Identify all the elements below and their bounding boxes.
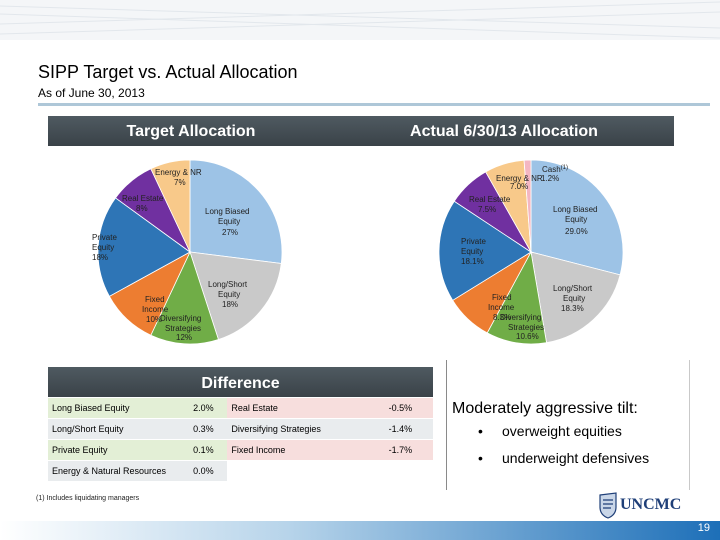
- footnote: (1) Includes liquidating managers: [36, 495, 140, 502]
- difference-table: Long Biased Equity 2.0% Real Estate -0.5…: [48, 398, 433, 482]
- underweight-value: [384, 460, 433, 482]
- actual-pct-cash: 1.2%: [541, 174, 559, 183]
- actual-label-cash: Cash(1): [542, 165, 568, 174]
- underweight-value: -1.4%: [384, 418, 433, 440]
- overweight-category: Energy & Natural Resources: [48, 460, 190, 482]
- tilt-heading: Moderately aggressive tilt:: [452, 400, 638, 417]
- actual-slice-long-short-equity: [530, 251, 621, 344]
- table-row: Long Biased Equity 2.0% Real Estate -0.5…: [48, 398, 433, 419]
- logo-text: UNCMC: [620, 496, 682, 513]
- target-slice-energy-nr: [150, 159, 191, 253]
- page-number: 19: [697, 522, 710, 534]
- actual-pct-diversifying: 10.6%: [516, 332, 539, 341]
- target-label-long-biased: Long Biased Equity: [205, 207, 249, 226]
- header-band: [0, 0, 720, 40]
- shield-icon: [599, 492, 617, 519]
- actual-label-energy: Energy & NR: [496, 174, 543, 183]
- actual-pct-energy: 7.0%: [510, 182, 528, 191]
- target-pct-fixed-income: 10%: [146, 315, 162, 324]
- underweight-category: Diversifying Strategies: [227, 418, 385, 440]
- footer-bar: [0, 521, 720, 540]
- underweight-value: -0.5%: [384, 398, 433, 419]
- target-chart-title: Target Allocation: [48, 116, 334, 146]
- actual-slice-private-equity: [438, 200, 532, 301]
- overweight-category: Long Biased Equity: [48, 398, 190, 419]
- actual-slice-cash: [523, 159, 532, 253]
- target-labels: Long Biased Equity 27% Long/Short Equity 1…: [92, 168, 249, 342]
- underweight-category: [227, 460, 385, 482]
- actual-allocation-pie: [438, 159, 624, 345]
- target-label-long-short: Long/Short Equity: [208, 280, 248, 299]
- overweight-value: 0.0%: [189, 460, 228, 482]
- target-label-fixed-income: Fixed Income: [142, 295, 169, 314]
- target-pct-real-estate: 8%: [136, 204, 148, 213]
- target-pct-diversifying: 12%: [176, 333, 192, 342]
- actual-pct-private-equity: 18.1%: [461, 257, 484, 266]
- tilt-bullet-text: overweight equities: [502, 423, 622, 439]
- target-slice-diversifying-strategies: [150, 250, 219, 345]
- actual-pct-fixed-income: 8.3%: [493, 313, 511, 322]
- header-band-pattern: [0, 1, 720, 39]
- bullet-icon: •: [478, 423, 483, 439]
- target-slice-private-equity: [97, 197, 191, 297]
- table-row: Long/Short Equity 0.3% Diversifying Stra…: [48, 418, 433, 440]
- target-slice-long-biased-equity: [189, 159, 283, 264]
- overweight-value: 0.3%: [189, 418, 228, 440]
- underweight-value: -1.7%: [384, 439, 433, 461]
- actual-label-private-equity: Private Equity: [461, 237, 486, 256]
- target-label-energy: Energy & NR: [155, 168, 202, 177]
- target-allocation-pie: [97, 159, 283, 345]
- bullet-icon: •: [478, 450, 483, 466]
- underweight-category: Fixed Income: [227, 439, 385, 461]
- actual-pct-long-short: 18.3%: [561, 304, 584, 313]
- underweight-category: Real Estate: [227, 398, 385, 419]
- target-label-diversifying: Diversifying Strategies: [160, 314, 201, 333]
- table-row: Private Equity 0.1% Fixed Income -1.7%: [48, 439, 433, 461]
- overweight-value: 2.0%: [189, 398, 228, 419]
- actual-label-fixed-income: Fixed Income: [488, 293, 515, 312]
- overweight-category: Private Equity: [48, 439, 190, 461]
- page-title: SIPP Target vs. Actual Allocation: [38, 62, 298, 82]
- target-slice-long-short-equity: [189, 251, 282, 341]
- actual-label-real-estate: Real Estate: [469, 195, 511, 204]
- actual-labels: Long Biased Equity 29.0% Long/Short Equity…: [461, 165, 597, 341]
- difference-title: Difference: [48, 367, 433, 397]
- actual-pct-long-biased: 29.0%: [565, 227, 588, 236]
- actual-slice-long-biased-equity: [530, 159, 624, 276]
- page-subtitle: As of June 30, 2013: [38, 86, 145, 100]
- actual-label-long-biased: Long Biased Equity: [553, 205, 597, 224]
- target-label-real-estate: Real Estate: [122, 194, 164, 203]
- actual-chart-title: Actual 6/30/13 Allocation: [334, 116, 674, 146]
- overweight-value: 0.1%: [189, 439, 228, 461]
- target-pct-long-biased: 27%: [222, 228, 238, 237]
- target-pct-energy: 7%: [174, 178, 186, 187]
- tilt-box: [446, 360, 690, 490]
- actual-pct-real-estate: 7.5%: [478, 205, 496, 214]
- tilt-bullet-text: underweight defensives: [502, 450, 650, 466]
- target-pct-private-equity: 18%: [92, 253, 108, 262]
- target-label-private-equity: Private Equity: [92, 233, 117, 252]
- actual-label-diversifying: Diversifying Strategies: [500, 313, 544, 332]
- overweight-category: Long/Short Equity: [48, 418, 190, 440]
- target-pct-long-short: 18%: [222, 300, 238, 309]
- title-divider: [38, 103, 710, 106]
- table-row: Energy & Natural Resources 0.0%: [48, 460, 433, 482]
- actual-label-long-short: Long/Short Equity: [553, 284, 593, 303]
